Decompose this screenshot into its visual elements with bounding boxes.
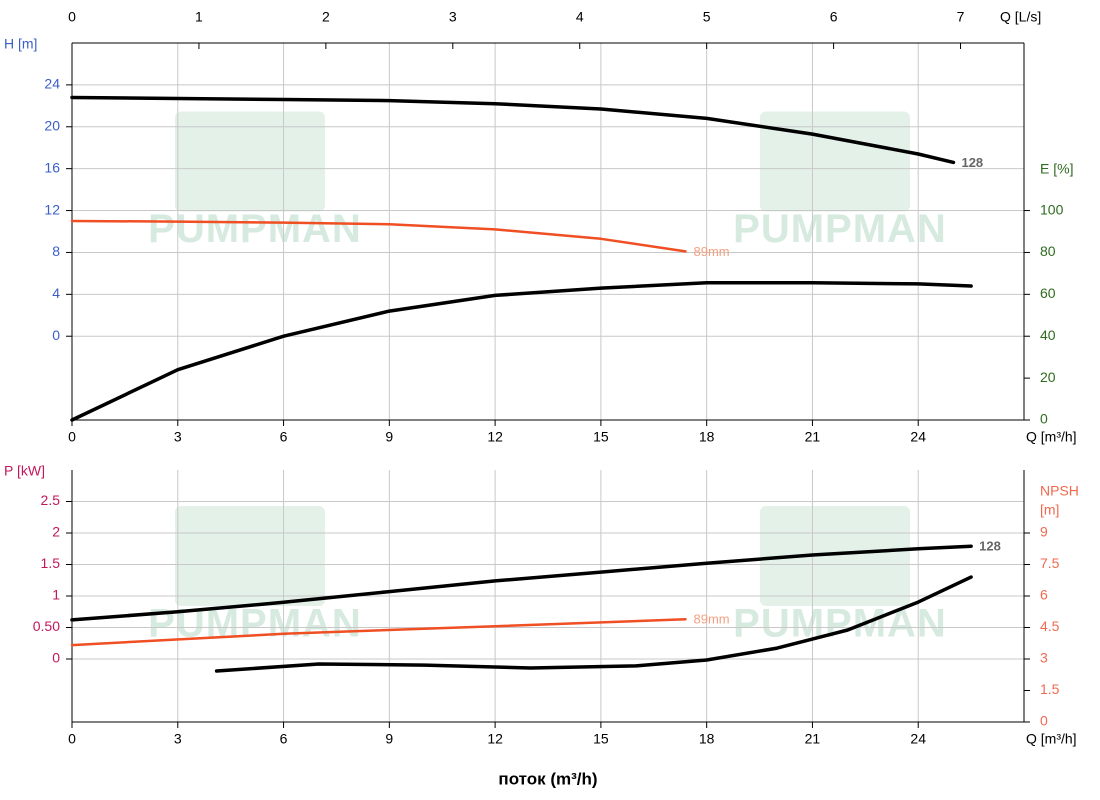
watermark: PUMPMAN (148, 207, 362, 251)
watermark-shape (760, 111, 910, 212)
series-line (70, 544, 973, 622)
watermark-shape (175, 506, 325, 606)
x2-tick-label: 3 (449, 9, 457, 25)
x2-tick-label: 5 (703, 9, 711, 25)
y-tick-label: 0.50 (33, 618, 60, 634)
series-label: 89mm (694, 612, 730, 627)
y2-tick-label: 20 (1040, 369, 1056, 385)
x-axis-label: Q [m³/h] (1026, 429, 1077, 445)
x-tick-label: 0 (68, 731, 76, 747)
y2-tick-label: 60 (1040, 285, 1056, 301)
y2-tick-label: 1.5 (1040, 681, 1060, 697)
x2-tick-label: 1 (195, 9, 203, 25)
x2-tick-label: 0 (68, 9, 76, 25)
y2-tick-label: 80 (1040, 243, 1056, 259)
x-tick-label: 12 (487, 429, 503, 445)
x2-axis-label: Q [L/s] (1000, 9, 1041, 25)
series-label: 89mm (694, 244, 730, 259)
y2-tick-label: 0 (1040, 411, 1048, 427)
y-axis-label: P [kW] (4, 463, 45, 479)
x2-tick-label: 7 (957, 9, 965, 25)
watermark-shape (760, 506, 910, 606)
y-tick-label: 24 (44, 76, 60, 92)
y2-tick-label: 3 (1040, 650, 1048, 666)
x-tick-label: 21 (805, 429, 821, 445)
y-tick-label: 20 (44, 117, 60, 133)
x-tick-label: 15 (593, 429, 609, 445)
y2-tick-label: 7.5 (1040, 555, 1060, 571)
series-line (70, 618, 687, 647)
x-tick-label: 6 (280, 429, 288, 445)
y-axis-label: H [m] (4, 36, 37, 52)
watermark-shape (175, 111, 325, 212)
x-tick-label: 24 (910, 731, 926, 747)
x-tick-label: 3 (174, 731, 182, 747)
y-tick-label: 2 (52, 524, 60, 540)
y-tick-label: 0 (52, 327, 60, 343)
x-axis-label: Q [m³/h] (1026, 731, 1077, 747)
y2-tick-label: 9 (1040, 524, 1048, 540)
watermark: PUMPMAN (733, 602, 947, 646)
x2-tick-label: 6 (830, 9, 838, 25)
y2-tick-label: 6 (1040, 587, 1048, 603)
x-tick-label: 0 (68, 429, 76, 445)
y-tick-label: 2.5 (41, 492, 61, 508)
series-line (70, 95, 956, 165)
y-tick-label: 12 (44, 201, 60, 217)
x-tick-label: 18 (699, 429, 715, 445)
x-tick-label: 12 (487, 731, 503, 747)
series-line (70, 281, 973, 422)
x-tick-label: 9 (385, 731, 393, 747)
y2-axis-label: E [%] (1040, 161, 1073, 177)
x-tick-label: 21 (805, 731, 821, 747)
series-label: 128 (979, 539, 1001, 554)
x-tick-label: 18 (699, 731, 715, 747)
x-tick-label: 9 (385, 429, 393, 445)
series-line (70, 219, 687, 253)
y2-tick-label: 40 (1040, 327, 1056, 343)
x-tick-label: 3 (174, 429, 182, 445)
y-tick-label: 1.5 (41, 555, 61, 571)
y2-axis-label: [m] (1040, 502, 1059, 518)
series-label: 128 (961, 155, 983, 170)
x-tick-label: 6 (280, 731, 288, 747)
y2-tick-label: 0 (1040, 713, 1048, 729)
x-tick-label: 24 (910, 429, 926, 445)
x-tick-label: 15 (593, 731, 609, 747)
watermark: PUMPMAN (733, 207, 947, 251)
y-tick-label: 4 (52, 285, 60, 301)
x2-tick-label: 4 (576, 9, 584, 25)
y-tick-label: 8 (52, 243, 60, 259)
y-tick-label: 16 (44, 159, 60, 175)
y2-axis-label: NPSH (1040, 483, 1079, 499)
y-tick-label: 0 (52, 650, 60, 666)
y2-tick-label: 100 (1040, 201, 1064, 217)
chart-title: поток (m³/h) (498, 769, 597, 788)
series-line (214, 575, 973, 673)
x2-tick-label: 2 (322, 9, 330, 25)
y-tick-label: 1 (52, 587, 60, 603)
y2-tick-label: 4.5 (1040, 618, 1060, 634)
